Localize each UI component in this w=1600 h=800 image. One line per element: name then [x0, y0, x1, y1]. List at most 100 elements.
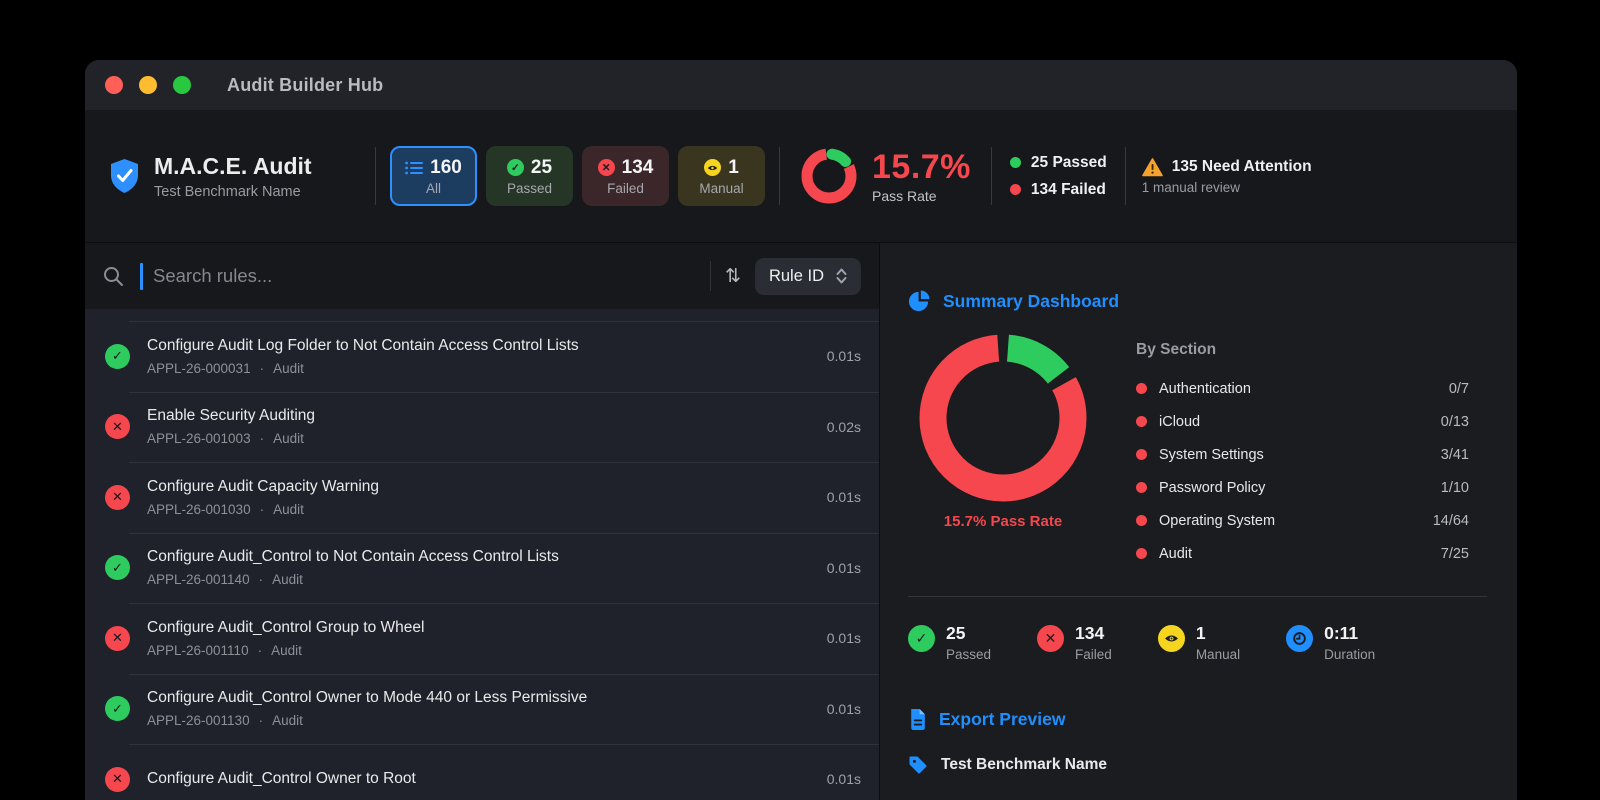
rule-status-icon: [105, 766, 130, 792]
header-bar: M.A.C.E. Audit Test Benchmark Name 160 A…: [85, 110, 1517, 243]
search-divider: [710, 261, 712, 291]
app-brand: M.A.C.E. Audit Test Benchmark Name: [109, 153, 361, 200]
eye-circle-icon: [1157, 625, 1185, 652]
all-label: All: [425, 180, 441, 196]
failed-value: 134: [1075, 623, 1105, 643]
meta-separator: ·: [257, 642, 263, 658]
rule-row[interactable]: Configure Audit Log Folder to Not Contai…: [85, 321, 879, 392]
summary-donut-chart: [919, 334, 1087, 502]
window-title: Audit Builder Hub: [227, 74, 384, 95]
summary-dashboard-title: Summary Dashboard: [943, 290, 1120, 311]
rule-status-icon: [105, 414, 130, 440]
section-score: 0/7: [1448, 380, 1469, 397]
header-divider: [779, 147, 780, 205]
rule-meta: APPL-26-001110 · Audit: [147, 643, 815, 658]
warning-triangle-icon: [1141, 157, 1163, 176]
stat-failed: ✕ 134 Failed: [1037, 623, 1112, 662]
pass-rate-donut-chart: [801, 148, 857, 204]
rule-duration: 0.01s: [826, 489, 861, 506]
attention-title: 135 Need Attention: [1171, 158, 1312, 175]
rule-meta: APPL-26-000031 · Audit: [147, 361, 815, 376]
sort-direction-icon[interactable]: ⇅: [725, 265, 741, 287]
text-caret: [140, 262, 143, 290]
close-window-button[interactable]: [105, 76, 123, 94]
pass-rate-label: Pass Rate: [872, 188, 937, 204]
meta-separator: ·: [259, 431, 265, 447]
rule-duration: 0.01s: [826, 771, 861, 788]
rule-status-icon: [105, 343, 130, 369]
section-dot-icon: [1136, 449, 1147, 460]
passed-count: 25: [530, 156, 553, 178]
section-row: System Settings 3/41: [1136, 438, 1469, 471]
x-circle-icon: ✕: [597, 159, 615, 176]
section-row: iCloud 0/13: [1136, 405, 1469, 438]
section-name: System Settings: [1159, 446, 1264, 463]
rule-id: APPL-26-001030: [147, 501, 251, 517]
rule-duration: 0.01s: [826, 348, 861, 365]
section-dot-icon: [1136, 515, 1147, 526]
list-icon: [405, 161, 424, 174]
section-name: Password Policy: [1159, 479, 1266, 496]
stat-duration: 0:11 Duration: [1286, 623, 1375, 662]
summary-divider: [908, 596, 1487, 597]
rule-title: Enable Security Auditing: [147, 407, 316, 425]
rule-meta: APPL-26-001003 · Audit: [147, 431, 815, 446]
failed-label: Failed: [607, 180, 644, 196]
rule-row[interactable]: Configure Audit Capacity Warning APPL-26…: [85, 462, 879, 533]
duration-value: 0:11: [1324, 623, 1359, 643]
rule-row[interactable]: Configure Audit_Control Owner to Root 0.…: [85, 744, 879, 800]
donut-pass-rate-label: 15.7% Pass Rate: [943, 513, 1063, 530]
pie-chart-icon: [908, 290, 930, 312]
filter-passed-button[interactable]: ✓ 25 Passed: [486, 146, 573, 206]
search-bar: ⇅ Rule ID: [85, 243, 879, 309]
section-row: Password Policy 1/10: [1136, 471, 1469, 504]
rule-row[interactable]: Configure Audit_Control Owner to Mode 44…: [85, 673, 879, 745]
meta-separator: ·: [259, 360, 265, 376]
export-benchmark-name: Test Benchmark Name: [941, 756, 1107, 773]
section-row: Authentication 0/7: [1136, 372, 1469, 405]
filter-manual-button[interactable]: 1 Manual: [678, 146, 765, 206]
passed-label: Passed: [506, 180, 553, 196]
manual-stat-label: Manual: [1195, 647, 1241, 662]
header-divider: [375, 147, 376, 205]
section-score: 14/64: [1432, 512, 1469, 529]
rule-title: Configure Audit_Control Owner to Mode 44…: [147, 689, 588, 707]
rule-row[interactable]: Enable Security Auditing APPL-26-001003 …: [85, 391, 879, 463]
sort-by-select[interactable]: Rule ID: [754, 257, 861, 295]
export-preview-title: Export Preview: [939, 709, 1066, 729]
rule-section: Audit: [272, 572, 303, 588]
pass-rate-value: 15.7%: [872, 148, 971, 186]
tag-icon: [909, 756, 927, 774]
rule-row[interactable]: Configure Audit_Control Group to Wheel A…: [85, 603, 879, 674]
search-icon: [104, 266, 123, 286]
search-input[interactable]: [153, 265, 701, 287]
section-name: Operating System: [1159, 512, 1276, 529]
section-score: 1/10: [1440, 479, 1469, 496]
section-score: 7/25: [1440, 545, 1469, 562]
document-icon: [911, 709, 925, 730]
filter-all-button[interactable]: 160 All: [390, 146, 477, 206]
app-title: M.A.C.E. Audit: [154, 152, 312, 179]
rule-section: Audit: [273, 360, 304, 376]
section-name: iCloud: [1159, 413, 1201, 430]
filter-failed-button[interactable]: ✕ 134 Failed: [582, 146, 669, 206]
failed-stat-label: Failed: [1075, 647, 1112, 662]
section-dot-icon: [1136, 416, 1147, 427]
rule-id: APPL-26-001110: [147, 642, 249, 658]
summary-panel: Summary Dashboard 15.7% Pass Rate By Sec…: [880, 243, 1517, 800]
eye-circle-icon: [704, 159, 722, 176]
zoom-window-button[interactable]: [173, 76, 191, 94]
rule-meta: APPL-26-001140 · Audit: [147, 572, 815, 587]
shield-check-icon: [111, 159, 138, 193]
minimize-window-button[interactable]: [139, 76, 157, 94]
rule-title: Configure Audit_Control Group to Wheel: [147, 618, 425, 636]
summary-dashboard-header: Summary Dashboard: [908, 289, 1487, 313]
rule-section: Audit: [272, 713, 303, 729]
by-section-block: By Section Authentication 0/7: [1136, 333, 1469, 570]
section-score: 3/41: [1440, 446, 1469, 463]
stat-manual: 1 Manual: [1157, 623, 1241, 662]
check-circle-icon: ✓: [506, 159, 524, 176]
rule-row[interactable]: Configure Audit_Control to Not Contain A…: [85, 532, 879, 604]
chevron-up-down-icon: [836, 268, 847, 284]
rule-title: Configure Audit Capacity Warning: [147, 477, 380, 495]
